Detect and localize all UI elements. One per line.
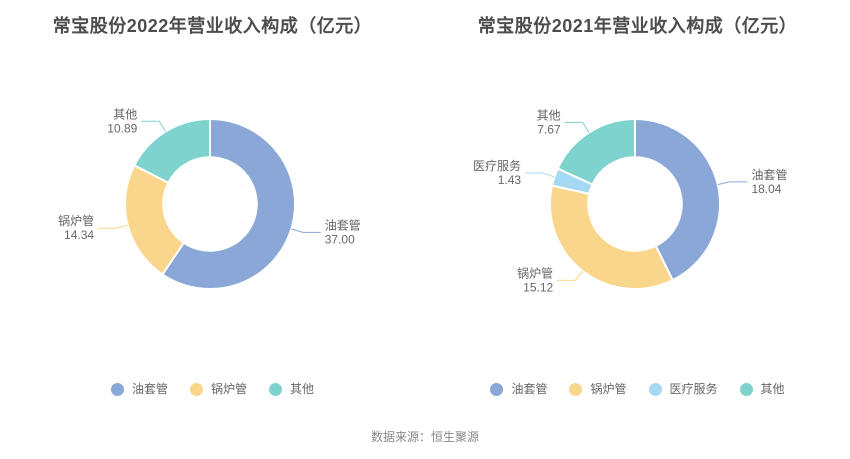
legend-2022: 油套管 锅炉管 其他 — [0, 382, 425, 396]
legend-item-锅炉管[interactable]: 锅炉管 — [569, 382, 627, 396]
pie-slice-其他[interactable] — [133, 118, 211, 184]
slice-name-label: 锅炉管 — [517, 265, 553, 280]
charts-row: 常宝股份2022年营业收入构成（亿元） 油套管 37.00 锅炉管 14.34 其他 10… — [0, 0, 850, 420]
legend-item-其他[interactable]: 其他 — [269, 382, 314, 396]
legend-item-label: 其他 — [760, 382, 785, 396]
pie-slice-锅炉管[interactable] — [124, 164, 185, 276]
slice-name-label: 锅炉管 — [58, 213, 94, 228]
slice-value-label: 14.34 — [64, 228, 94, 242]
legend-dot-icon — [110, 382, 124, 396]
legend-dot-icon — [189, 382, 203, 396]
legend-dot-icon — [269, 382, 282, 396]
label-leader-line — [717, 181, 748, 186]
pie-slice-其他[interactable] — [556, 118, 636, 186]
label-leader-line — [291, 228, 321, 233]
legend-item-油套管[interactable]: 油套管 — [110, 382, 168, 396]
revenue-chart-2021: 常宝股份2021年营业收入构成（亿元） 油套管 18.04 锅炉管 15.12 医疗服务… — [425, 0, 850, 420]
label-leader-line — [525, 172, 555, 178]
legend-item-锅炉管[interactable]: 锅炉管 — [189, 382, 247, 396]
chart-title-2022: 常宝股份2022年营业收入构成（亿元） — [52, 16, 373, 36]
slice-value-label: 1.43 — [498, 173, 522, 187]
slice-name-label: 油套管 — [751, 167, 787, 182]
legend-2021: 油套管 锅炉管 医疗服务 其他 — [425, 382, 850, 396]
label-leader-line — [557, 270, 583, 281]
pie-slice-锅炉管[interactable] — [549, 184, 674, 290]
slice-value-label: 15.12 — [523, 280, 553, 294]
slice-value-label: 7.67 — [537, 122, 561, 136]
slice-name-label: 其他 — [113, 107, 137, 121]
legend-dot-icon — [648, 382, 662, 396]
pie-slice-油套管[interactable] — [161, 118, 296, 290]
legend-item-label: 医疗服务 — [669, 382, 718, 396]
legend-dot-icon — [739, 382, 753, 396]
legend-item-label: 锅炉管 — [210, 382, 247, 396]
pie-slice-油套管[interactable] — [634, 118, 721, 282]
slice-value-label: 18.04 — [751, 182, 781, 196]
chart-title-2021: 常宝股份2021年营业收入构成（亿元） — [477, 16, 798, 36]
slice-name-label: 其他 — [537, 108, 561, 122]
legend-dot-icon — [490, 382, 504, 396]
legend-item-其他[interactable]: 其他 — [739, 382, 785, 396]
slice-name-label: 油套管 — [325, 217, 361, 232]
legend-item-label: 其他 — [290, 382, 315, 396]
slice-name-label: 医疗服务 — [473, 158, 521, 173]
legend-item-label: 油套管 — [511, 382, 548, 396]
legend-item-医疗服务[interactable]: 医疗服务 — [648, 382, 718, 396]
legend-item-油套管[interactable]: 油套管 — [490, 382, 547, 396]
legend-item-label: 锅炉管 — [590, 382, 627, 396]
data-source-note: 数据来源：恒生聚源 — [370, 430, 479, 444]
label-leader-line — [98, 224, 128, 229]
slice-value-label: 37.00 — [325, 232, 355, 246]
revenue-chart-2022: 常宝股份2022年营业收入构成（亿元） 油套管 37.00 锅炉管 14.34 其他 10… — [0, 0, 425, 420]
legend-item-label: 油套管 — [131, 382, 168, 396]
label-leader-line — [564, 121, 590, 133]
label-leader-line — [141, 120, 167, 132]
legend-dot-icon — [569, 382, 583, 396]
slice-value-label: 10.89 — [107, 121, 137, 135]
